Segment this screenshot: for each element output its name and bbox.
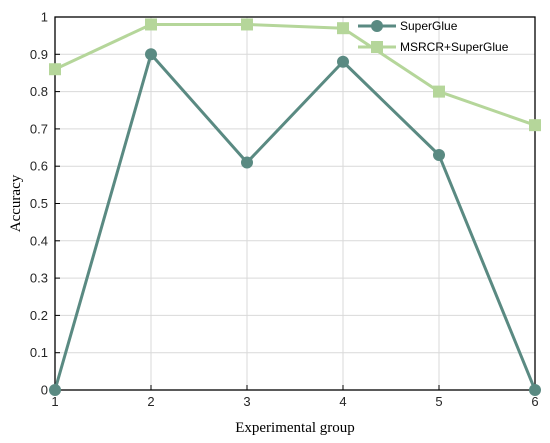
series-layer <box>49 18 541 396</box>
y-tick-label: 0.5 <box>30 196 48 211</box>
data-point-msrcr-superglue <box>49 63 61 76</box>
y-tick-label: 1 <box>41 10 48 25</box>
legend-marker-msrcr-superglue <box>371 41 383 53</box>
x-tick-label: 6 <box>531 394 538 409</box>
y-tick-label: 0.7 <box>30 121 48 136</box>
y-tick-label: 0.2 <box>30 308 48 323</box>
data-point-superglue <box>49 384 61 396</box>
y-tick-label: 0.1 <box>30 345 48 360</box>
data-point-superglue <box>337 55 349 68</box>
x-axis-ticks: 1 2 3 4 5 6 <box>51 385 539 409</box>
data-point-msrcr-superglue <box>529 119 541 132</box>
x-tick-label: 2 <box>147 394 154 409</box>
series-line-msrcr-superglue <box>54 22 536 127</box>
y-tick-label: 0.6 <box>30 159 48 174</box>
y-tick-label: 0.4 <box>30 233 48 248</box>
data-point-superglue <box>433 149 445 162</box>
grid-lines <box>54 16 536 391</box>
data-point-superglue <box>241 156 253 169</box>
legend-label-msrcr-superglue: MSRCR+SuperGlue <box>400 40 509 54</box>
x-tick-label: 1 <box>51 394 58 409</box>
y-axis-ticks: 0 0.1 0.2 0.3 0.4 0.5 0.6 0.7 0.8 0.9 1 <box>30 10 60 398</box>
y-tick-label: 0 <box>41 383 48 398</box>
data-point-superglue <box>145 48 157 61</box>
x-tick-label: 4 <box>339 394 346 409</box>
data-point-superglue <box>529 384 541 396</box>
x-tick-label: 5 <box>435 394 442 409</box>
y-tick-label: 0.8 <box>30 84 48 99</box>
data-point-msrcr-superglue <box>433 85 445 98</box>
data-point-msrcr-superglue <box>145 18 157 31</box>
x-tick-label: 3 <box>243 394 250 409</box>
x-axis-label: Experimental group <box>235 420 355 436</box>
legend-marker-superglue <box>371 20 383 32</box>
legend: SuperGlue MSRCR+SuperGlue <box>358 19 509 54</box>
y-tick-label: 0.9 <box>30 47 48 62</box>
legend-label-superglue: SuperGlue <box>400 19 458 33</box>
data-point-msrcr-superglue <box>241 18 253 31</box>
series-line-superglue <box>53 52 537 391</box>
y-axis-label: Accuracy <box>8 174 24 232</box>
data-point-msrcr-superglue <box>337 22 349 35</box>
y-tick-label: 0.3 <box>30 271 48 286</box>
